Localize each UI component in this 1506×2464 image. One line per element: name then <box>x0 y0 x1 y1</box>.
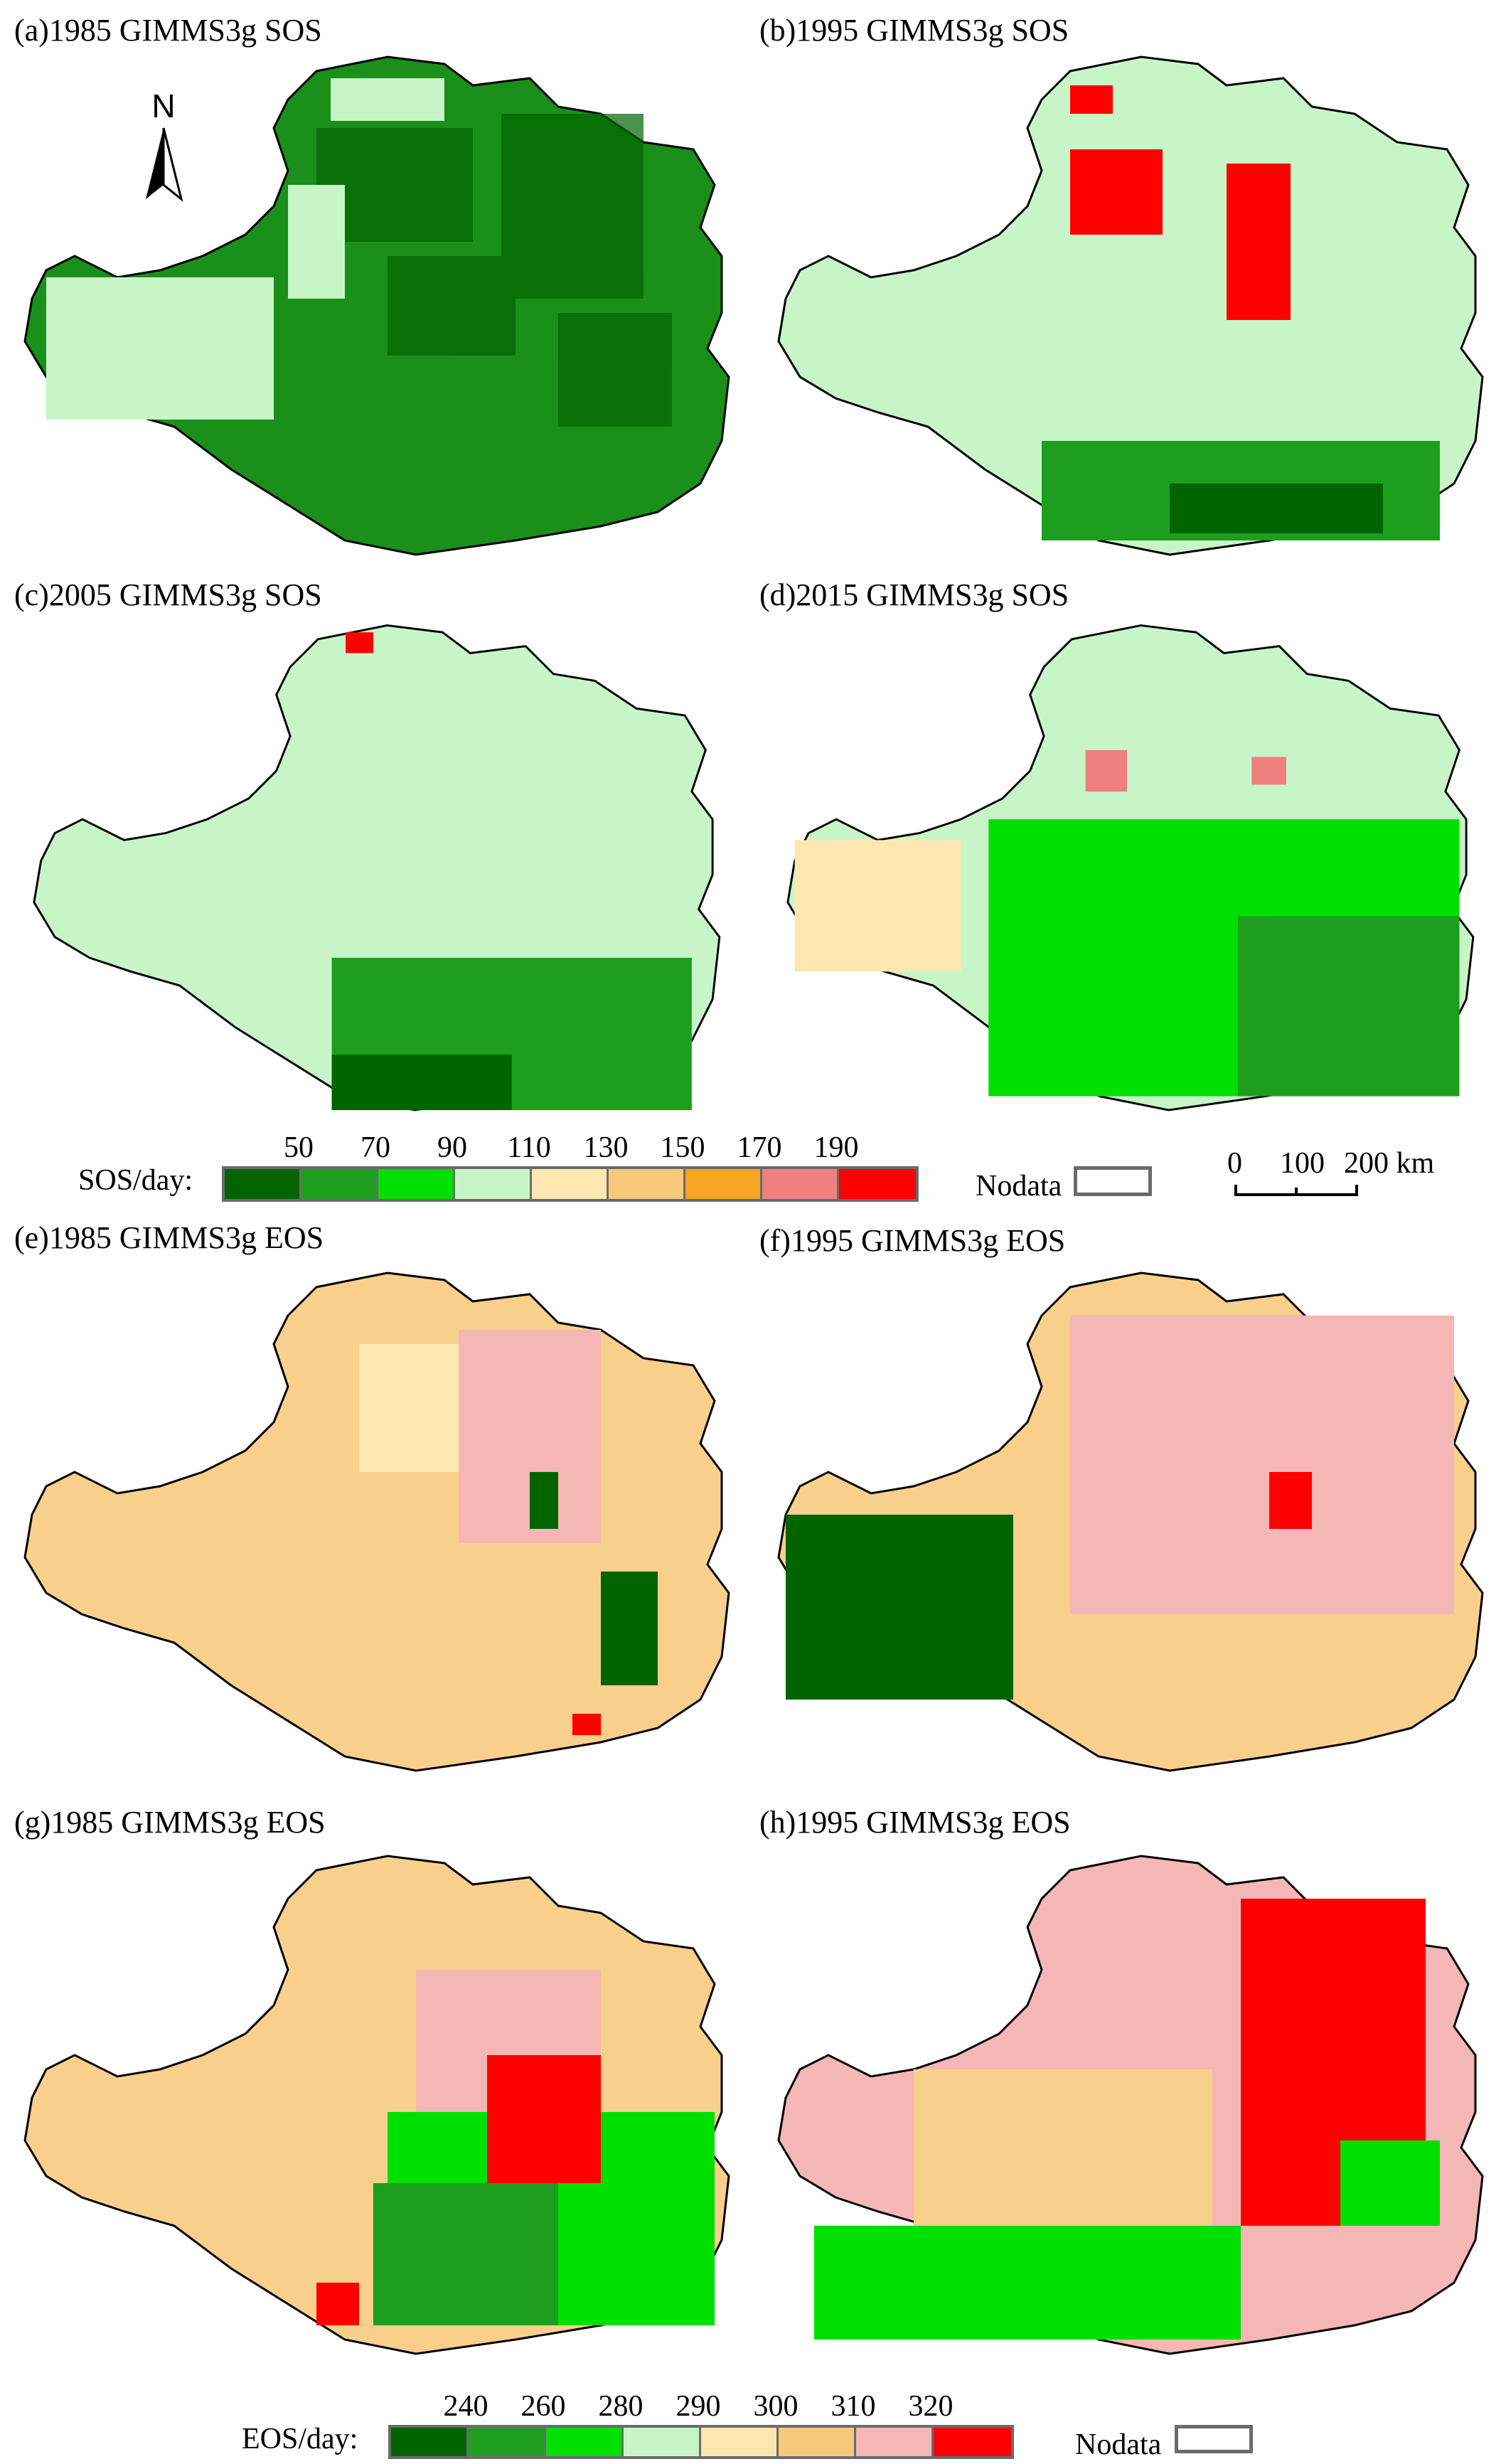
panel-title-f: (f)1995 GIMMS3g EOS <box>759 1223 1066 1258</box>
eos-tick-260: 260 <box>520 2390 566 2423</box>
map-panel-g <box>23 1855 730 2355</box>
sos-swatch-6 <box>685 1169 762 1199</box>
scalebar-0: 0 <box>1227 1147 1242 1180</box>
eos-tick-320: 320 <box>908 2390 954 2423</box>
scalebar-200: 200 km <box>1344 1147 1435 1180</box>
panel-title-a: (a)1985 GIMMS3g SOS <box>14 13 322 48</box>
sos-tick-190: 190 <box>813 1131 859 1164</box>
eos-swatch-6 <box>856 2428 934 2456</box>
sos-swatch-5 <box>609 1169 685 1199</box>
eos-swatch-4 <box>701 2428 779 2456</box>
panel-title-g: (g)1985 GIMMS3g EOS <box>14 1805 326 1840</box>
sos-tick-170: 170 <box>737 1131 782 1164</box>
panel-title-c: (c)2005 GIMMS3g SOS <box>14 577 322 612</box>
eos-swatch-1 <box>469 2428 546 2456</box>
eos-tick-310: 310 <box>831 2390 876 2423</box>
scalebar-100: 100 <box>1280 1147 1325 1180</box>
sos-swatch-4 <box>532 1169 609 1199</box>
sos-legend-label: SOS/day: <box>78 1164 193 1197</box>
map-panel-f <box>777 1271 1484 1772</box>
eos-tick-240: 240 <box>443 2390 488 2423</box>
north-label: N <box>151 87 175 124</box>
eos-swatch-2 <box>546 2428 624 2456</box>
eos-swatch-0 <box>391 2428 469 2456</box>
map-panel-h <box>777 1855 1484 2355</box>
panel-title-b: (b)1995 GIMMS3g SOS <box>759 13 1069 48</box>
sos-swatch-8 <box>839 1169 916 1199</box>
eos-legend-swatches <box>388 2425 1014 2459</box>
sos-tick-130: 130 <box>583 1131 629 1164</box>
eos-tick-280: 280 <box>598 2390 643 2423</box>
sos-swatch-3 <box>455 1169 532 1199</box>
map-panel-e <box>23 1271 730 1772</box>
sos-tick-70: 70 <box>361 1131 390 1164</box>
sos-swatch-2 <box>378 1169 455 1199</box>
map-panel-a: N <box>23 55 730 556</box>
nodata-swatch-eos <box>1175 2425 1253 2453</box>
sos-tick-50: 50 <box>284 1131 314 1164</box>
sos-swatch-7 <box>762 1169 839 1199</box>
eos-tick-300: 300 <box>753 2390 799 2423</box>
eos-legend-label: EOS/day: <box>242 2423 358 2455</box>
sos-swatch-1 <box>301 1169 378 1199</box>
eos-swatch-7 <box>934 2428 1011 2456</box>
nodata-label-sos: Nodata <box>976 1170 1062 1202</box>
nodata-swatch-sos <box>1074 1166 1152 1196</box>
sos-tick-90: 90 <box>437 1131 467 1164</box>
map-texture <box>316 114 672 427</box>
eos-swatch-5 <box>779 2428 856 2456</box>
sos-tick-110: 110 <box>507 1131 551 1164</box>
map-panel-d <box>786 624 1475 1111</box>
eos-swatch-3 <box>624 2428 701 2456</box>
nodata-label-eos: Nodata <box>1075 2428 1162 2461</box>
sos-swatch-0 <box>225 1169 301 1199</box>
scale-bar <box>1234 1185 1358 1196</box>
map-panel-c <box>33 624 721 1111</box>
panel-title-d: (d)2015 GIMMS3g SOS <box>759 577 1069 612</box>
eos-tick-290: 290 <box>675 2390 721 2423</box>
sos-tick-150: 150 <box>660 1131 705 1164</box>
north-arrow: N <box>146 87 183 202</box>
sos-legend-swatches <box>222 1166 919 1202</box>
map-panel-b <box>777 55 1484 556</box>
panel-title-e: (e)1985 GIMMS3g EOS <box>14 1220 324 1255</box>
panel-title-h: (h)1995 GIMMS3g EOS <box>759 1805 1071 1840</box>
